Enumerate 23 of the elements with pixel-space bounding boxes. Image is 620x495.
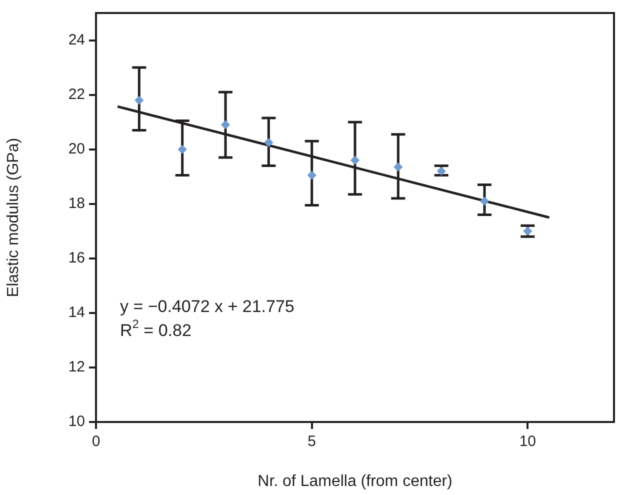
- point: [134, 96, 144, 105]
- point: [264, 138, 274, 148]
- point: [394, 162, 403, 172]
- y-tick-label: 22: [68, 86, 85, 103]
- point: [436, 166, 446, 176]
- x-axis-title: Nr. of Lamella (from center): [258, 472, 452, 490]
- y-tick-label: 14: [68, 304, 85, 322]
- y-tick-label: 18: [68, 195, 85, 212]
- x-tick-label: 5: [308, 433, 316, 450]
- y-axis-title: Elastic modulus (GPa): [5, 138, 22, 298]
- annotation: y = −0.4072 x + 21.775: [120, 297, 294, 316]
- point: [178, 144, 187, 154]
- point: [350, 156, 360, 165]
- y-tick-label: 12: [68, 358, 85, 376]
- point: [307, 170, 316, 180]
- y-tick-label: 10: [68, 413, 85, 430]
- point: [480, 196, 489, 206]
- point: [221, 120, 230, 130]
- y-tick-label: 20: [68, 140, 85, 158]
- y-tick-label: 24: [68, 31, 85, 48]
- y-tick-label: 16: [68, 250, 85, 267]
- x-tick-label: 0: [92, 433, 100, 450]
- x-tick-label: 10: [519, 433, 536, 450]
